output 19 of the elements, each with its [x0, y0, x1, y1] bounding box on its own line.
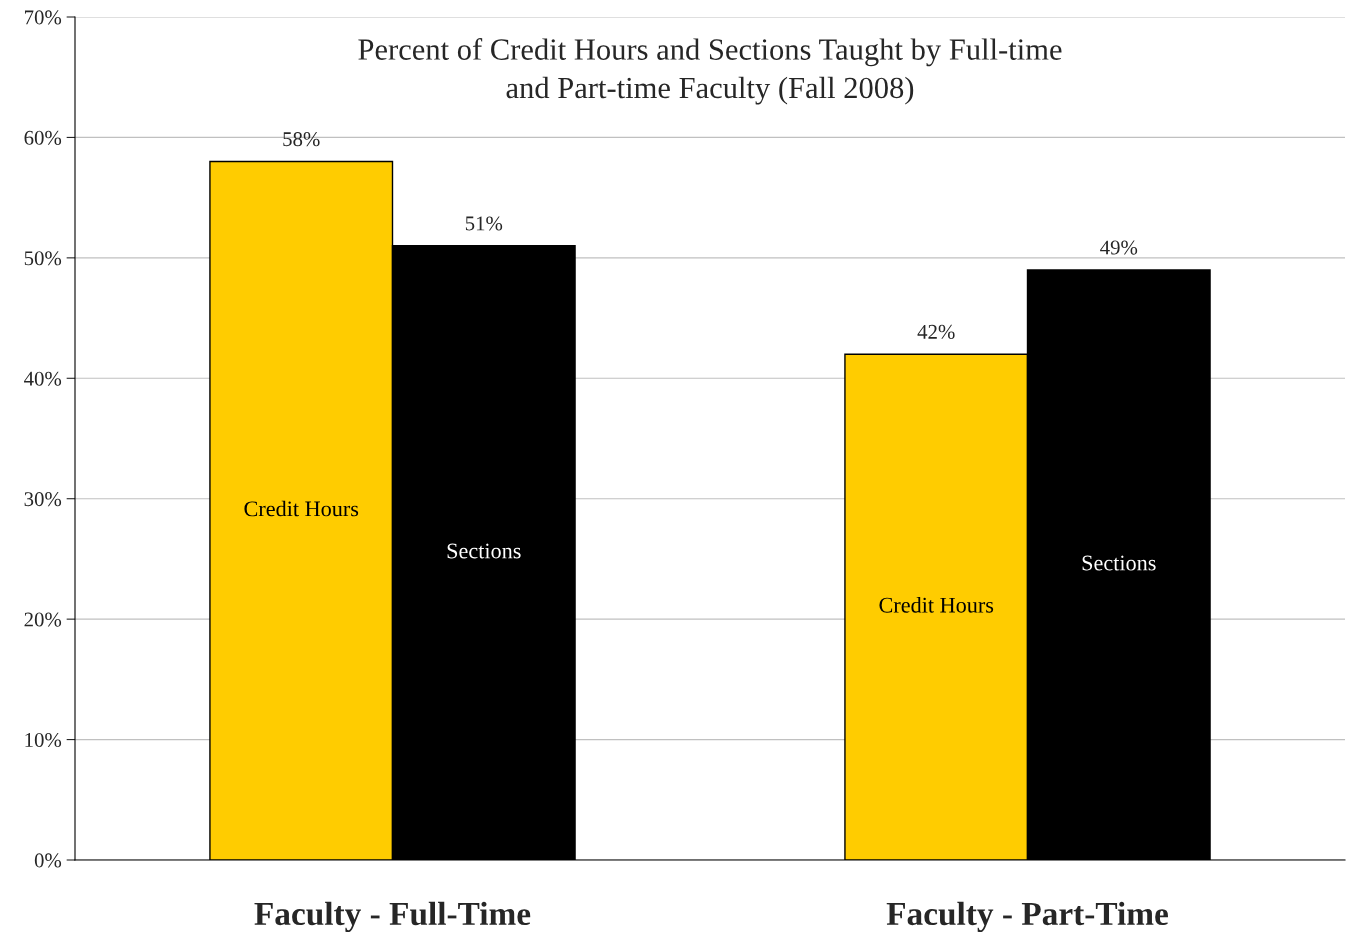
data-label: 42% [917, 324, 955, 339]
series-label: Sections [1082, 555, 1156, 571]
y-tick-label: 0% [34, 853, 62, 868]
y-tick-label: 10% [25, 732, 62, 748]
text: Percent of Credit Hours and Sections Taught by Full-time and Part-time Faculty (Fall 2008) [358, 38, 1062, 105]
y-tick-label: 60% [24, 130, 62, 145]
data-label: 58% [283, 132, 320, 147]
text: Credit Hours [879, 597, 994, 613]
y-tick-label: 70% [24, 10, 62, 25]
series-label: Credit Hours [244, 500, 359, 517]
data-label: 51% [465, 216, 503, 231]
y-tick-label: 30% [24, 492, 62, 507]
y-tick-label: 20% [24, 612, 62, 627]
y-tick-label: 50% [24, 251, 62, 266]
y-tick-label: 40% [24, 371, 62, 386]
x-tick-label: Faculty - Part-Time [886, 901, 1168, 932]
x-tick-label: Faculty - Full-Time [254, 901, 531, 932]
data-label: 49% [1100, 240, 1138, 255]
text: Sections [447, 543, 521, 559]
